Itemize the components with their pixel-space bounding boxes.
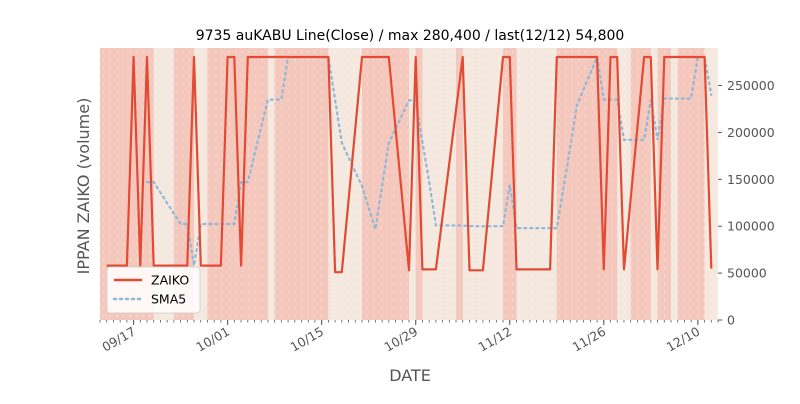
y-tick-label: 200000	[727, 125, 775, 140]
legend: ZAIKO SMA5	[106, 266, 201, 314]
y-axis-label: IPPAN ZAIKO (volume)	[74, 98, 93, 275]
series-lines	[106, 52, 713, 274]
legend-label-zaiko: ZAIKO	[151, 273, 189, 288]
high-band	[556, 48, 618, 320]
low-band	[153, 48, 174, 320]
series-line-sma5	[145, 52, 713, 266]
y-tick-label: 0	[727, 313, 735, 328]
chart-title: 9735 auKABU Line(Close) / max 280,400 / …	[196, 28, 625, 44]
y-tick-label: 50000	[727, 266, 767, 281]
low-band	[704, 48, 718, 320]
low-band	[516, 48, 557, 320]
y-axis: 0 50000 100000 150000 200000 250000	[718, 78, 775, 328]
legend-box	[106, 266, 201, 314]
y-tick-label: 100000	[727, 219, 775, 234]
high-band	[677, 48, 705, 320]
y-tick-label: 250000	[727, 78, 775, 93]
y-tick-label: 150000	[727, 172, 775, 187]
low-band	[462, 48, 504, 320]
high-band	[630, 48, 651, 320]
dot-pattern	[103, 51, 718, 317]
low-band	[670, 48, 678, 320]
high-band	[274, 48, 329, 320]
low-band	[328, 48, 362, 320]
legend-label-sma5: SMA5	[151, 292, 186, 307]
low-band	[422, 48, 457, 320]
low-band	[194, 48, 208, 320]
dot-texture	[103, 51, 718, 317]
high-band	[456, 48, 463, 320]
x-axis-label: DATE	[389, 366, 431, 385]
high-band	[361, 48, 409, 320]
series-line-zaiko	[106, 55, 713, 274]
low-band	[267, 48, 275, 320]
